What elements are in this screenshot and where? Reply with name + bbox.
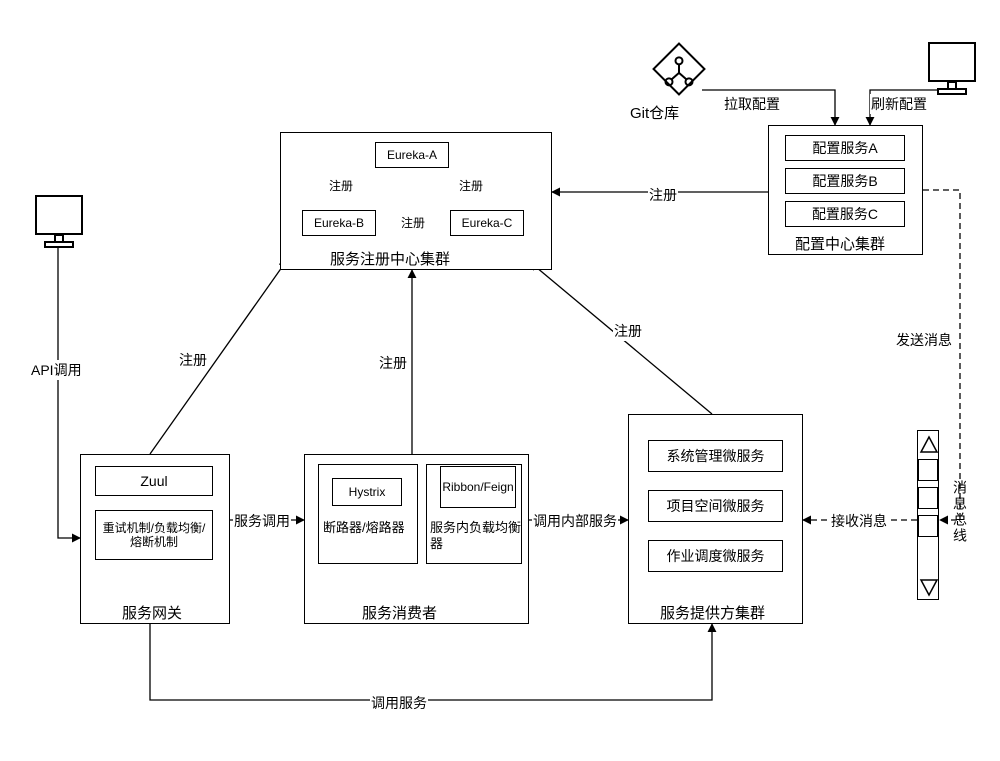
ribbon-feign-node: Ribbon/Feign	[440, 466, 516, 508]
edge-label-gw-register: 注册	[178, 350, 208, 370]
hystrix-node: Hystrix	[332, 478, 402, 506]
eureka-b-node: Eureka-B	[302, 210, 376, 236]
edge-call-service	[150, 624, 712, 700]
project-space-service-node: 项目空间微服务	[648, 490, 783, 522]
edge-label-prov-register: 注册	[613, 321, 643, 341]
edge-label-api-call: API调用	[30, 360, 83, 380]
eureka-c-node: Eureka-C	[450, 210, 524, 236]
edge-label-ea-ec: 注册	[458, 177, 484, 194]
edge-api-call	[58, 248, 80, 538]
edge-label-call-service: 调用服务	[370, 693, 428, 713]
system-mgmt-service-node: 系统管理微服务	[648, 440, 783, 472]
edge-label-call-internal: 调用内部服务	[532, 511, 618, 531]
config-service-b-node: 配置服务B	[785, 168, 905, 194]
diagram-canvas: Git仓库 服务注册中心集群 配置中心集群 服务网关 服务消费者 服务提供方集群…	[0, 0, 1000, 761]
edge-label-recv-msg: 接收消息	[830, 511, 888, 531]
edge-label-svc-call: 服务调用	[233, 511, 291, 531]
config-cluster-title: 配置中心集群	[795, 233, 885, 254]
monitor-icon-right	[928, 42, 976, 82]
config-service-a-node: 配置服务A	[785, 135, 905, 161]
edge-label-refresh-config: 刷新配置	[870, 94, 928, 114]
job-schedule-service-node: 作业调度微服务	[648, 540, 783, 572]
edge-label-eb-ec: 注册	[400, 214, 426, 231]
gateway-title: 服务网关	[122, 602, 182, 623]
edge-label-pull-config: 拉取配置	[723, 94, 781, 114]
provider-cluster-title: 服务提供方集群	[660, 602, 765, 623]
message-bus	[917, 430, 939, 600]
edge-label-cons-register: 注册	[378, 353, 408, 373]
monitor-icon-left	[35, 195, 83, 235]
edge-label-ea-eb: 注册	[328, 177, 354, 194]
config-service-c-node: 配置服务C	[785, 201, 905, 227]
git-repo-label: Git仓库	[630, 102, 679, 123]
zuul-node: Zuul	[95, 466, 213, 496]
registry-cluster-title: 服务注册中心集群	[330, 248, 450, 269]
hystrix-sublabel: 断路器/熔路器	[323, 520, 413, 536]
consumer-title: 服务消费者	[362, 602, 437, 623]
git-repo-icon	[652, 42, 706, 96]
edges-layer	[0, 0, 1000, 761]
edge-gw-register	[150, 260, 287, 454]
message-bus-label: 消息总线	[950, 480, 970, 544]
retry-lb-circuit-node: 重试机制/负载均衡/熔断机制	[95, 510, 213, 560]
edge-label-send-msg: 发送消息	[895, 330, 953, 350]
edge-label-cfg-register: 注册	[648, 185, 678, 205]
eureka-a-node: Eureka-A	[375, 142, 449, 168]
ribbon-sublabel: 服务内负载均衡器	[430, 520, 530, 553]
